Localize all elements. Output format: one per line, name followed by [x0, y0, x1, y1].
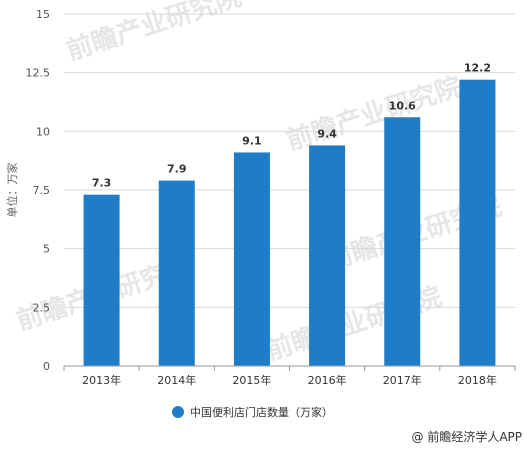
y-axis-ticks: 0 2.5 5 7.5 10 12.5 15	[26, 8, 51, 373]
gridlines	[64, 13, 515, 308]
bar-2013年	[83, 194, 120, 366]
y-tick-label: 15	[36, 8, 50, 21]
data-label: 7.3	[92, 177, 112, 190]
bar-series	[83, 79, 496, 367]
legend-label: 中国便利店门店数量（万家）	[190, 405, 333, 419]
x-tick-label: 2013年	[82, 373, 121, 387]
bar-2014年	[158, 180, 195, 366]
bar-2015年	[233, 152, 270, 366]
brand-watermark-0: 前瞻产业研究院	[63, 0, 246, 67]
data-label: 12.2	[464, 62, 491, 75]
x-axis-ticks: 2013年 2014年 2015年 2016年 2017年 2018年	[63, 366, 516, 387]
x-tick-label: 2014年	[157, 373, 196, 387]
data-label: 9.4	[317, 127, 337, 140]
bar-2018年	[459, 79, 496, 366]
legend: 中国便利店门店数量（万家）	[172, 405, 333, 419]
y-tick-label: 0	[43, 360, 50, 373]
y-tick-label: 2.5	[33, 301, 51, 314]
y-tick-label: 10	[36, 125, 50, 138]
y-tick-label: 12.5	[26, 67, 51, 80]
data-labels: 7.3 7.9 9.1 9.4 10.6 12.2	[92, 62, 491, 190]
data-label: 10.6	[389, 99, 416, 112]
x-tick-label: 2018年	[458, 373, 497, 387]
y-tick-label: 5	[43, 243, 50, 256]
legend-marker	[172, 406, 184, 418]
data-label: 7.9	[167, 163, 187, 176]
x-tick-label: 2016年	[308, 373, 347, 387]
bar-2016年	[309, 145, 346, 366]
source-credit: @ 前瞻经济学人APP	[412, 429, 523, 444]
y-tick-label: 7.5	[33, 184, 51, 197]
bar-2017年	[384, 117, 421, 367]
y-axis-title: 单位：万家	[5, 163, 19, 218]
data-label: 9.1	[242, 134, 262, 147]
brand-watermark-1: 前瞻产业研究院	[283, 71, 466, 157]
x-tick-label: 2017年	[383, 373, 422, 387]
x-tick-label: 2015年	[232, 373, 271, 387]
